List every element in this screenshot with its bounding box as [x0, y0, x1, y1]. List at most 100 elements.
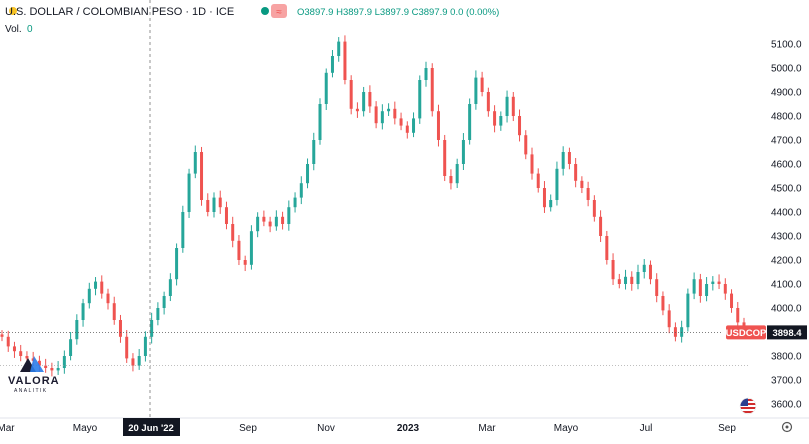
candle-body: [337, 41, 341, 56]
flag-us-icon[interactable]: [739, 397, 757, 415]
candle-body: [449, 176, 453, 184]
candle-body: [667, 310, 671, 328]
symbol-logo-icon: [9, 7, 17, 15]
candle-body: [56, 368, 60, 371]
candle-body: [599, 216, 603, 236]
legend-header: U.S. DOLLAR / COLOMBIAN PESO · 1D · ICE …: [5, 4, 499, 35]
candle-body: [181, 212, 185, 248]
candle-body: [368, 92, 372, 107]
candle-body: [374, 106, 378, 124]
candle-body: [312, 140, 316, 164]
candle-body: [586, 188, 590, 200]
candle-body: [461, 140, 465, 164]
candle-body: [106, 293, 110, 304]
candle-body: [118, 320, 122, 337]
candle-body: [705, 284, 709, 296]
price-tick-label: 3600.0: [771, 400, 802, 411]
candle-body: [686, 293, 690, 328]
price-tick-label: 4600.0: [771, 160, 802, 171]
candle-body: [617, 279, 621, 284]
price-tick-label: 4800.0: [771, 112, 802, 123]
candle-body: [237, 240, 241, 260]
price-axis[interactable]: [767, 0, 809, 422]
last-price-tag: [767, 325, 807, 340]
candle-body: [580, 180, 584, 188]
volume-value: 0: [27, 24, 33, 35]
candle-body: [387, 108, 391, 112]
settings-gear-icon[interactable]: [781, 421, 793, 433]
candle-body: [44, 365, 48, 368]
candle-body: [243, 260, 247, 265]
price-tick-label: 4300.0: [771, 232, 802, 243]
candle-body: [212, 197, 216, 212]
price-tick-label: 4100.0: [771, 280, 802, 291]
candle-body: [62, 356, 66, 368]
valora-logo: VALORA ANALITIK: [8, 356, 60, 394]
candle-body: [399, 118, 403, 126]
candle-body: [187, 173, 191, 212]
candle-body: [730, 293, 734, 308]
time-tick-label: Mar: [478, 423, 496, 434]
last-price-label: 3898.4: [772, 328, 802, 339]
candle-body: [592, 200, 596, 217]
candle-body: [19, 351, 23, 356]
candle-body: [605, 236, 609, 260]
symbol-title: U.S. DOLLAR / COLOMBIAN PESO · 1D · ICE: [5, 6, 234, 18]
candle-body: [168, 279, 172, 296]
candle-body: [131, 358, 135, 366]
candle-body: [81, 303, 85, 320]
time-tick-label: Jul: [640, 423, 653, 434]
time-tick-label: Mayo: [73, 423, 98, 434]
candle-body: [505, 96, 509, 116]
volume-label: Vol.: [5, 24, 22, 35]
time-tick-label: Mar: [0, 423, 15, 434]
candle-body: [330, 56, 334, 73]
candle-body: [200, 152, 204, 200]
candle-body: [343, 41, 347, 80]
time-tick-label: 2023: [397, 423, 420, 434]
time-tick-label: Mayo: [554, 423, 579, 434]
color-swatch-icon[interactable]: [271, 4, 287, 18]
logo-subtext: ANALITIK: [14, 388, 47, 394]
candle-body: [518, 116, 522, 136]
candle-body: [424, 68, 428, 80]
candle-body: [455, 164, 459, 184]
candle-body: [6, 336, 10, 347]
price-tick-label: 4400.0: [771, 208, 802, 219]
candle-body: [380, 111, 384, 124]
candle-body: [293, 197, 297, 208]
candle-body: [486, 92, 490, 112]
candle-body: [636, 272, 640, 284]
market-status-icon: [261, 7, 269, 15]
candle-body: [698, 279, 702, 296]
time-tick-label: Sep: [239, 423, 257, 434]
candle-body: [436, 111, 440, 140]
candle-body: [555, 168, 559, 200]
candle-body: [249, 231, 253, 265]
symbol-tag-label: USDCOP: [726, 328, 767, 339]
candle-body: [405, 125, 409, 133]
candle-body: [355, 108, 359, 112]
candle-body: [274, 216, 278, 227]
candle-body: [162, 296, 166, 308]
candle-body: [561, 152, 565, 169]
candle-body: [499, 116, 503, 126]
candle-body: [224, 207, 228, 224]
candle-body: [37, 360, 41, 366]
candle-body: [474, 77, 478, 104]
candle-body: [418, 80, 422, 119]
candles-series: [0, 35, 746, 377]
candle-body: [412, 118, 416, 133]
candle-body: [642, 264, 646, 272]
price-tick-label: 4000.0: [771, 304, 802, 315]
candle-body: [549, 200, 553, 208]
logo-text: VALORA: [8, 375, 60, 387]
candle-body: [281, 216, 285, 224]
price-axis-ticks: 3600.03700.03800.03900.04000.04100.04200…: [771, 40, 802, 411]
candle-body: [69, 339, 73, 356]
candle-body: [349, 80, 353, 109]
candle-body: [218, 197, 222, 208]
candle-body: [661, 296, 665, 311]
candle-body: [624, 276, 628, 284]
